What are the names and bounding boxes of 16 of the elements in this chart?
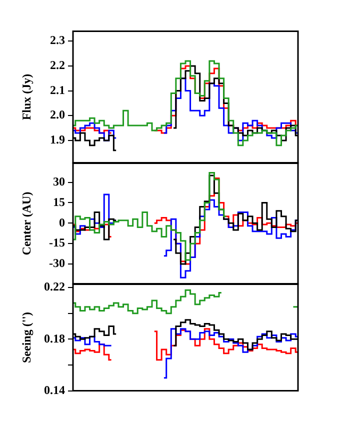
y-tick-label: 2.2 xyxy=(50,58,65,72)
y-tick-label: 0.22 xyxy=(44,280,65,294)
y-tick-label: 0 xyxy=(59,215,65,230)
y-tick-label: 2.0 xyxy=(50,108,65,122)
y-tick-label: 2.3 xyxy=(50,33,65,48)
y-axis-title: Center (AU) xyxy=(19,192,34,256)
y-tick-label: 30 xyxy=(53,174,65,188)
y-axis-title: Flux (Jy) xyxy=(19,74,34,120)
y-tick-label: -30 xyxy=(49,256,65,270)
y-tick-label: 2.1 xyxy=(50,82,65,97)
y-tick-label: 15 xyxy=(53,194,65,209)
y-tick-label: 1.9 xyxy=(50,132,65,147)
y-axis-title: Seeing ('') xyxy=(19,312,34,363)
y-tick-label: 0.18 xyxy=(44,331,65,346)
y-tick-label: 0.14 xyxy=(44,382,65,397)
y-tick-label: -15 xyxy=(49,236,65,250)
